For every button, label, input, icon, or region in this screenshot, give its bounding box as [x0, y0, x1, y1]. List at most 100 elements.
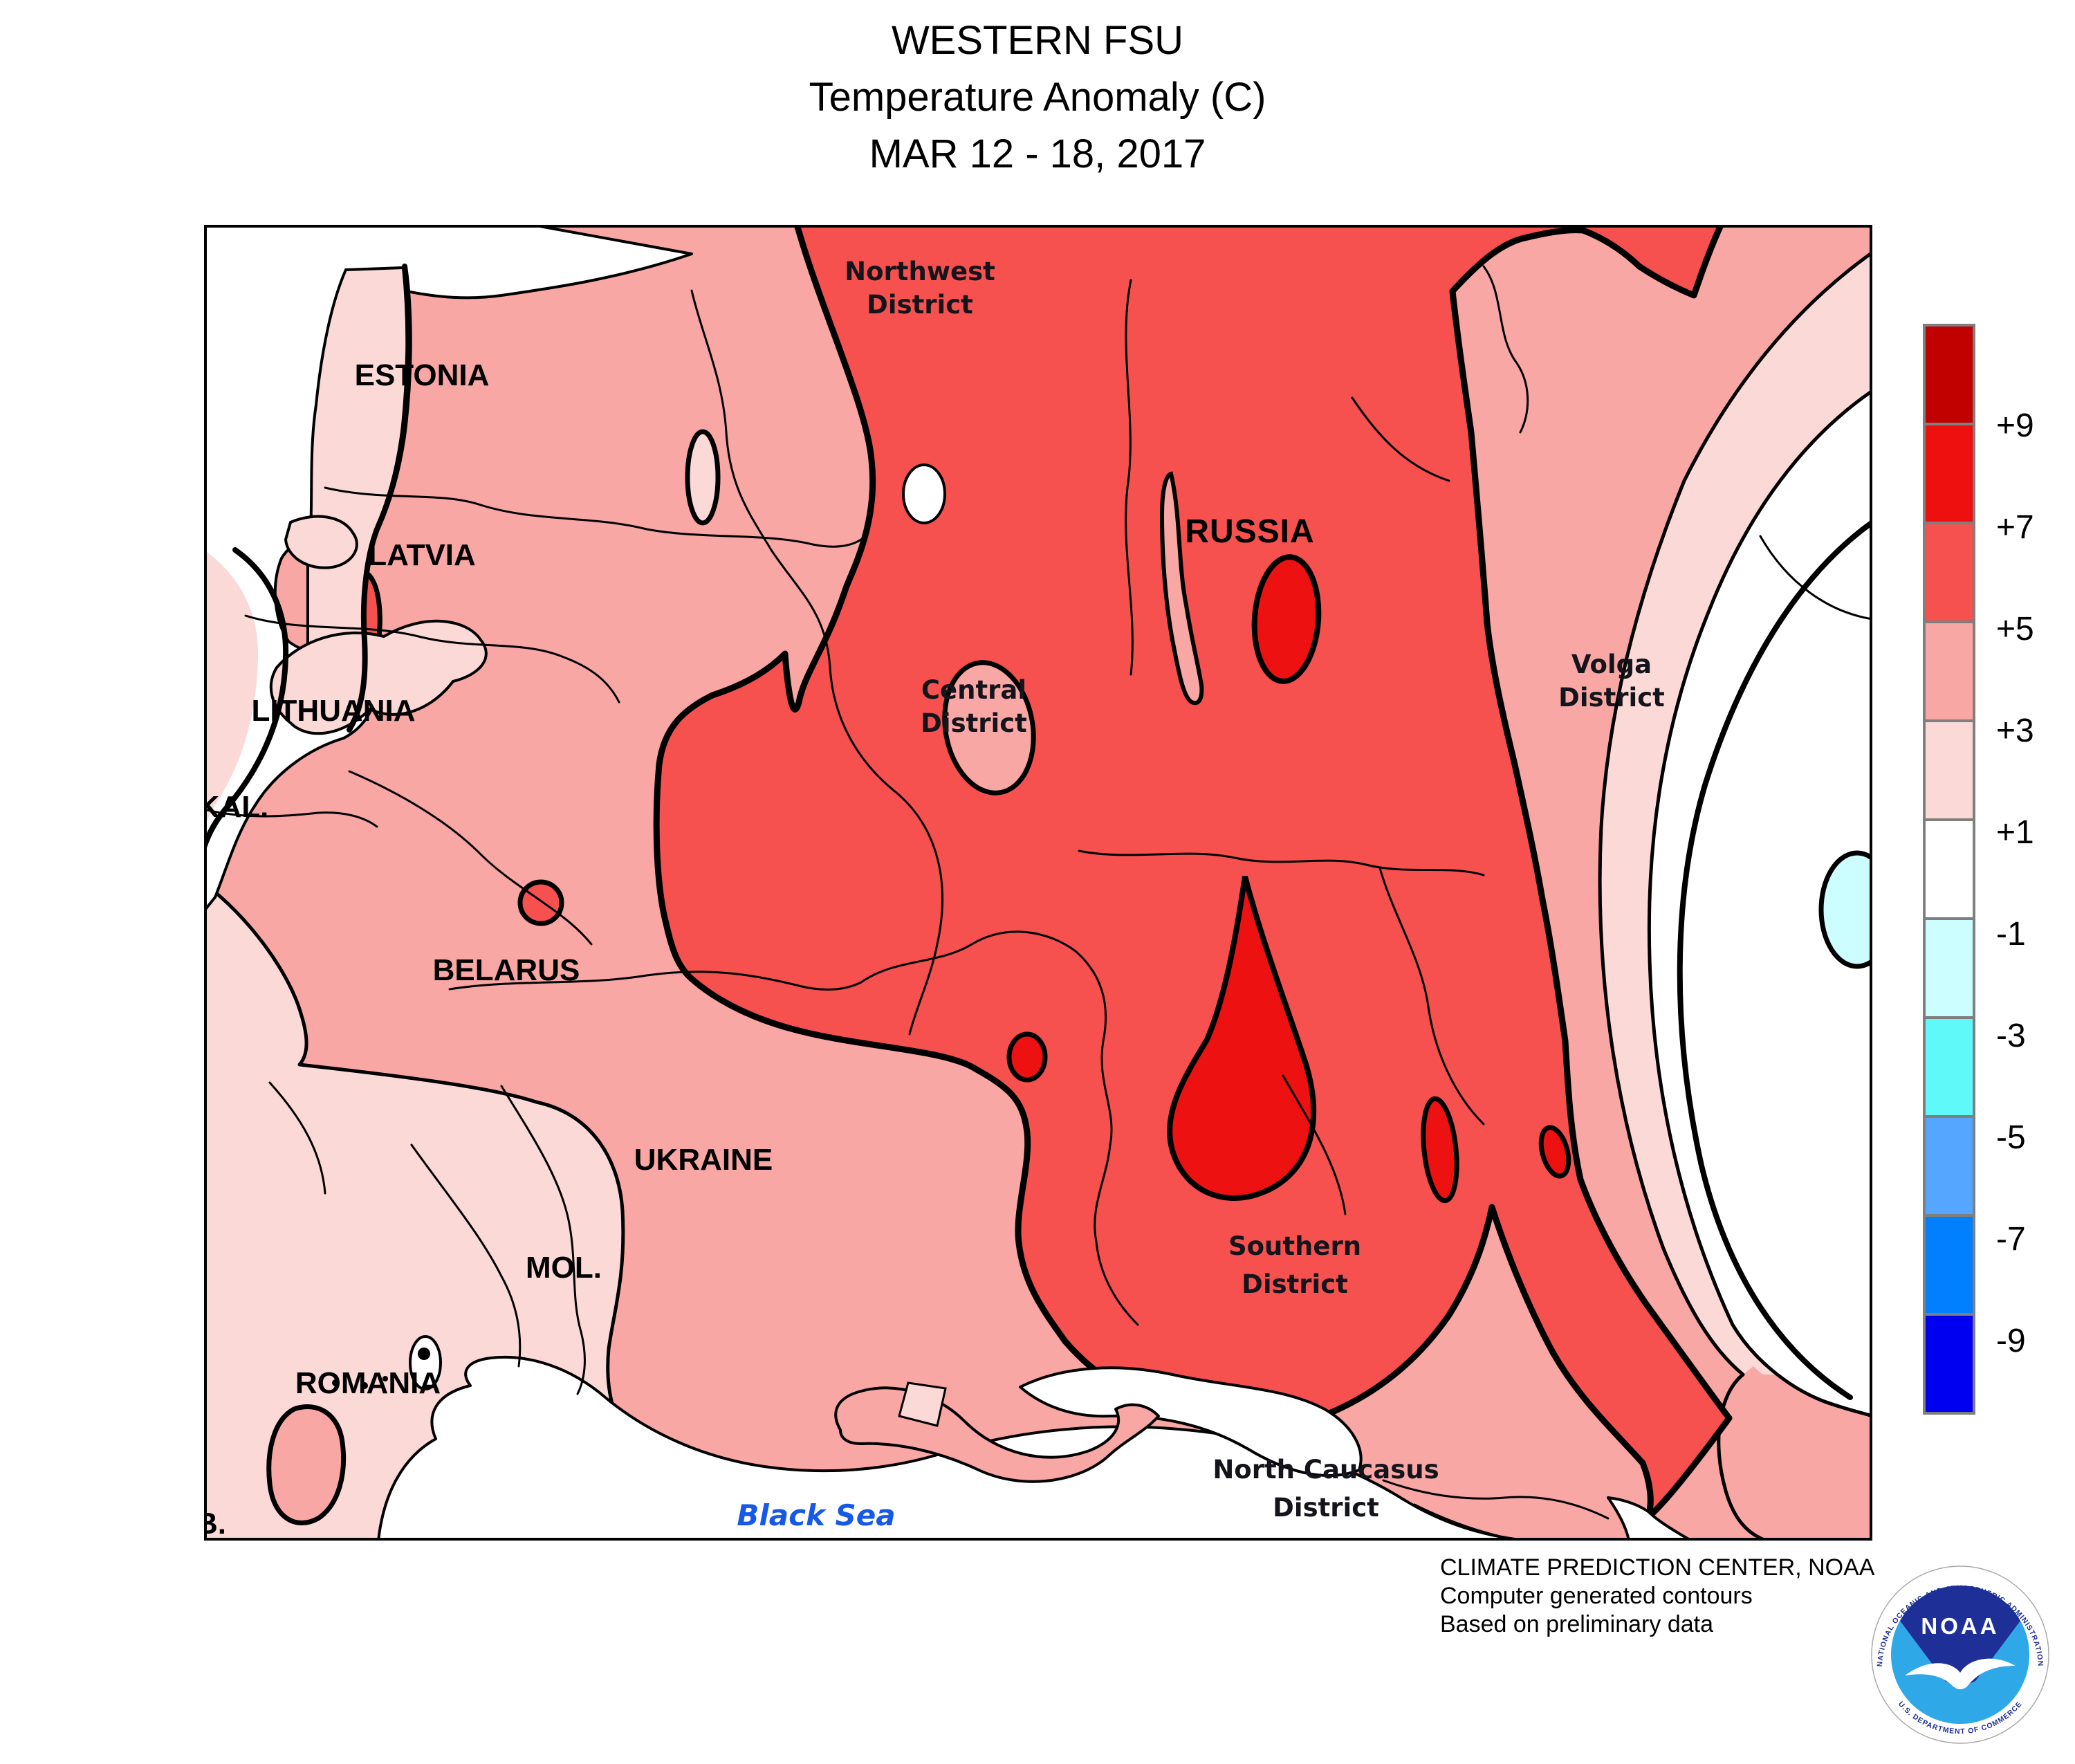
legend-box: [1923, 621, 1975, 722]
region-red-blob-small-3: [1538, 1125, 1571, 1179]
map-label-district: District: [921, 708, 1027, 738]
map-label-volga: Volga: [1571, 650, 1652, 679]
border-lithuania-belarus: [348, 770, 593, 946]
title-line-2: Temperature Anomaly (C): [809, 75, 1266, 120]
border-estonia-latvia: [324, 486, 868, 548]
legend-label: -1: [1996, 916, 2026, 953]
map-label-romania: ROMANIA: [295, 1366, 441, 1400]
map-title: WESTERN FSU Temperature Anomaly (C) MAR …: [0, 12, 2075, 183]
region-lightpink-kaliningrad: [204, 550, 259, 827]
lake-dot-2: [332, 1379, 339, 1386]
legend-box: [1923, 1016, 1975, 1118]
border-arch-pocket: [1482, 265, 1529, 434]
region-pink-southeast-corner: [1718, 1366, 1872, 1541]
border-moldova-west: [410, 1143, 522, 1368]
map-canvas: ESTONIA LATVIA LITHUANIA KAL. BELARUS UKRAINE…: [204, 225, 1872, 1541]
credit-block: CLIMATE PREDICTION CENTER, NOAA Computer…: [1440, 1554, 1874, 1639]
noaa-logo-icon: NOAA NATIONAL OCEANIC AND ATMOSPHERIC AD…: [1871, 1565, 2049, 1744]
region-lightpink-perekop: [898, 1381, 947, 1427]
contour-plus3-estonia: [347, 264, 412, 733]
legend-color-bar: [1923, 324, 1975, 1415]
map-label-b-: B.: [204, 1507, 226, 1541]
border-belarus-ukraine: [448, 971, 863, 991]
border-kaliningrad: [204, 808, 378, 828]
border-ukraine-russia: [860, 930, 1139, 1326]
map-label-lithuania: LITHUANIA: [251, 694, 415, 728]
legend-box: [1923, 719, 1975, 821]
legend-box: [1923, 423, 1975, 524]
legend-box: [1923, 1214, 1975, 1316]
map-label-belarus: BELARUS: [433, 953, 580, 987]
island-saaremaa: [269, 619, 488, 735]
border-district-south-3: [1282, 1074, 1347, 1215]
logo-gull: [1905, 1658, 2016, 1689]
credit-line-1: CLIMATE PREDICTION CENTER, NOAA: [1440, 1554, 1875, 1581]
contour-plus3-southwest: [204, 881, 652, 1465]
border-district-south-2: [1378, 867, 1485, 1126]
border-district-south-1: [1078, 849, 1485, 876]
map-label-black-sea: Black Sea: [737, 1498, 895, 1532]
lake-dot-1: [418, 1348, 430, 1360]
lake-romania: [409, 1335, 442, 1390]
title-line-1: WESTERN FSU: [891, 18, 1184, 63]
legend-label: +9: [1996, 407, 2034, 444]
legend-label: -3: [1996, 1018, 2026, 1054]
map-frame: [204, 225, 1872, 1541]
legend-box: [1923, 1115, 1975, 1217]
sea-caspian: [1607, 1496, 1693, 1541]
border-romania-north: [268, 1081, 326, 1195]
region-salmon-central: [653, 225, 1733, 1520]
legend-label: +5: [1996, 611, 2034, 647]
legend-label: +7: [1996, 509, 2034, 546]
region-red-blob-small-2: [1421, 1096, 1459, 1204]
anomaly-map: ESTONIA LATVIA LITHUANIA KAL. BELARUS UKRAINE…: [204, 225, 1872, 1541]
contour-plus1-east: [1647, 389, 1872, 1418]
border-caucasus-2: [1413, 1503, 1499, 1537]
region-red-blob-southern: [1167, 875, 1317, 1201]
map-label-russia: RUSSIA: [1185, 513, 1314, 550]
map-label-district: District: [1273, 1493, 1379, 1523]
lake-dot-4: [382, 1376, 388, 1381]
map-label-mol-: MOL.: [526, 1251, 602, 1285]
map-label-ukraine: UKRAINE: [634, 1143, 773, 1177]
legend-box: [1923, 1313, 1975, 1415]
map-label-district: District: [867, 290, 973, 320]
noaa-logo: NOAA NATIONAL OCEANIC AND ATMOSPHERIC AD…: [1866, 1561, 2054, 1749]
legend-box: [1923, 324, 1975, 425]
region-white-hole: [902, 463, 946, 524]
border-caucasus-1: [1382, 1479, 1610, 1520]
border-volga-east: [1759, 535, 1872, 621]
region-cool-anomaly-east: [1818, 850, 1872, 969]
legend-box: [1923, 917, 1975, 1019]
credit-line-2: Computer generated contours: [1440, 1583, 1753, 1609]
title-line-3: MAR 12 - 18, 2017: [869, 131, 1206, 176]
region-lightpink-oval-pskov: [685, 429, 721, 526]
map-label-southern: Southern: [1228, 1231, 1361, 1261]
legend-box: [1923, 818, 1975, 920]
region-pink-hole-central: [942, 660, 1036, 796]
legend-label: -9: [1996, 1323, 2026, 1359]
legend-box: [1923, 522, 1975, 623]
map-label-north-caucasus: North Caucasus: [1212, 1455, 1439, 1485]
border-latvia-lithuania: [244, 614, 620, 704]
region-white-volga: [1649, 391, 1872, 1415]
legend-label: -7: [1996, 1221, 2026, 1258]
contour-plus3-kaliningrad: [204, 547, 289, 850]
border-district-volga-1: [1125, 279, 1134, 676]
map-label-estonia: ESTONIA: [355, 358, 490, 392]
region-pink-sliver: [1159, 471, 1204, 706]
region-red-blob-small-1: [1006, 1031, 1048, 1083]
contour-zero-east: [1677, 520, 1872, 1400]
island-hiiumaa: [284, 515, 358, 569]
border-district-volga-2: [1351, 396, 1450, 482]
credit-line-3: Based on preliminary data: [1440, 1611, 1714, 1637]
map-label-latvia: LATVIA: [368, 538, 476, 572]
region-pink-blob-romania: [266, 1404, 347, 1526]
map-label-central: Central: [921, 675, 1026, 705]
legend-label: +3: [1996, 713, 2034, 749]
map-label-district: District: [1558, 683, 1665, 713]
lake-dot-3: [361, 1382, 368, 1389]
border-moldova-east: [500, 1085, 586, 1395]
border-russia-west: [690, 289, 943, 1036]
